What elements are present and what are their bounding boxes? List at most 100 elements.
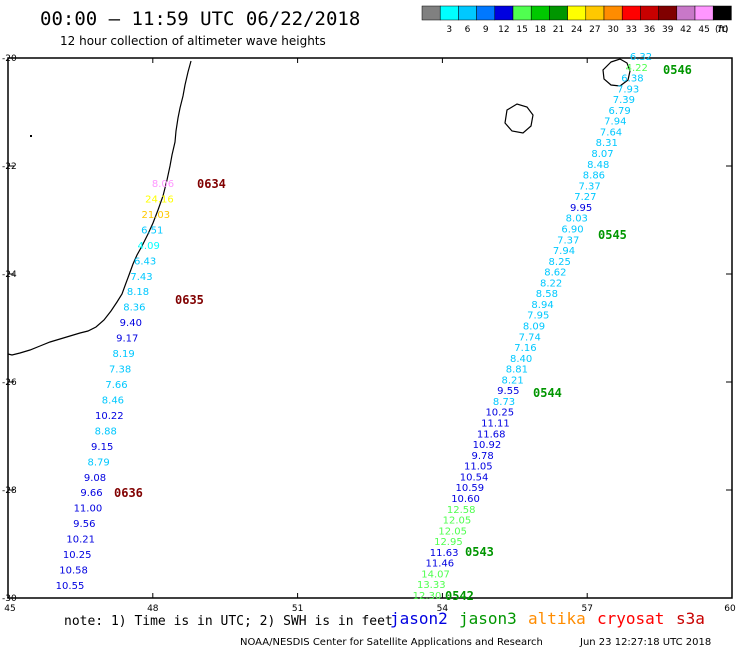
pass-time-label: 0635: [175, 293, 204, 307]
islet-dot: [30, 135, 32, 137]
wave-height-label: 7.95: [527, 311, 549, 322]
legend-bin-label: 18: [535, 25, 547, 35]
satellite-name: cryosat: [597, 609, 664, 628]
wave-height-label: 9.66: [80, 488, 102, 499]
wave-height-label: 8.86: [583, 171, 605, 182]
x-tick-label: 45: [4, 604, 15, 614]
coastline: [7, 58, 631, 356]
legend-swatch: [421, 5, 441, 21]
wave-height-label: 7.94: [553, 246, 575, 257]
latitude-ticks: -20 -22 -24 -26 -28 -30: [2, 54, 732, 604]
pass-time-label: 0634: [197, 177, 226, 191]
wave-height-label: 6.38: [621, 74, 643, 85]
wave-height-label: 7.37: [557, 235, 579, 246]
x-tick-label: 54: [437, 604, 449, 614]
y-tick-label: -24: [2, 270, 17, 280]
wave-height-label: 9.17: [116, 334, 138, 345]
y-tick-label: -22: [2, 162, 17, 172]
wave-height-label: 8.09: [523, 322, 545, 333]
wave-height-label: 6.43: [134, 256, 156, 267]
wave-height-label: 7.38: [109, 365, 131, 376]
wave-height-label: 8.31: [596, 138, 618, 149]
legend-bin-label: 70: [717, 25, 729, 35]
y-tick-label: -20: [2, 54, 17, 64]
wave-height-label: 10.60: [451, 494, 480, 505]
map-frame: [7, 57, 733, 599]
wave-height-label: 7.27: [574, 192, 596, 203]
wave-height-label: 12.58: [447, 505, 476, 516]
legend-bin-label: 27: [589, 25, 600, 35]
legend-bin-label: 33: [626, 25, 637, 35]
pass-time-labels: 0634 0635 0636 0546 0545 0544 0543 0542: [114, 63, 692, 603]
legend-swatch: [549, 5, 568, 21]
generated-timestamp: Jun 23 12:27:18 UTC 2018: [579, 637, 711, 648]
wave-height-label: 24.16: [145, 194, 174, 205]
wave-height-label: 8.62: [544, 268, 566, 279]
wave-height-label: 8.73: [493, 397, 515, 408]
wave-height-label: 9.08: [84, 473, 106, 484]
units-note: note: 1) Time is in UTC; 2) SWH is in fe…: [64, 614, 393, 629]
legend-bin-label: 24: [571, 25, 583, 35]
legend-swatch: [694, 5, 714, 21]
wave-height-label: 8.94: [531, 300, 553, 311]
legend-swatch: [476, 5, 496, 21]
wave-height-label: 7.37: [579, 181, 601, 192]
legend-swatch: [640, 5, 659, 21]
legend-swatch: [439, 5, 459, 21]
page-subtitle: 12 hour collection of altimeter wave hei…: [60, 34, 326, 48]
wave-height-label: 8.22: [540, 278, 562, 289]
wave-height-label: 13.33: [417, 580, 446, 591]
wave-height-label: 21.03: [142, 210, 171, 221]
x-tick-label: 51: [292, 604, 303, 614]
wave-height-label: 11.68: [477, 429, 506, 440]
credit-line: NOAA/NESDIS Center for Satellite Applica…: [240, 637, 543, 648]
y-tick-label: -30: [2, 594, 17, 604]
wave-height-label: 11.46: [426, 559, 455, 570]
wave-height-label: 10.21: [66, 535, 95, 546]
x-tick-label: 60: [724, 604, 736, 614]
legend-swatch: [585, 5, 605, 21]
wave-height-label: 9.55: [497, 386, 519, 397]
pass-time-label: 0546: [663, 63, 692, 77]
madagascar-coastline: [7, 60, 192, 356]
wave-height-label: 10.58: [59, 566, 88, 577]
pass-time-label: 0636: [114, 486, 143, 500]
satellite-name: jason2: [390, 609, 448, 628]
wave-height-label: 12.30: [413, 591, 442, 602]
satellite-name: s3a: [676, 609, 705, 628]
legend-swatch: [621, 5, 641, 21]
legend-swatch: [603, 5, 623, 21]
pass-time-label: 0545: [598, 228, 627, 242]
legend-swatch: [494, 5, 514, 21]
wave-height-legend: 3 6 9 12 15 18 21 24 27 30 33 36 39 42 45 70: [421, 5, 732, 35]
reunion-island: [504, 103, 534, 134]
wave-height-label: 7.74: [519, 332, 541, 343]
wave-height-label: 8.58: [536, 289, 558, 300]
wave-height-label: 10.55: [56, 581, 85, 592]
legend-swatch: [458, 5, 477, 21]
wave-height-label: 7.66: [105, 380, 127, 391]
wave-height-label: 11.00: [74, 504, 103, 515]
legend-bin-label: 15: [516, 25, 527, 35]
satellite-name: altika: [528, 609, 586, 628]
legend-bin-label: 6: [465, 25, 471, 35]
y-tick-label: -28: [2, 486, 17, 496]
wave-height-label: 8.18: [127, 287, 149, 298]
legend-bin-label: 39: [662, 25, 674, 35]
legend-bin-label: 42: [680, 25, 691, 35]
wave-height-label: 8.06: [152, 179, 174, 190]
legend-swatch: [512, 5, 532, 21]
east-track: 6.324.226.387.937.396.797.947.648.318.07…: [413, 52, 652, 602]
wave-height-label: 11.11: [481, 419, 510, 430]
satellite-name: jason3: [459, 609, 517, 628]
wave-height-label: 8.03: [566, 214, 588, 225]
wave-height-label: 6.32: [630, 52, 652, 63]
legend-bin-label: 12: [498, 25, 509, 35]
legend-bin-label: 9: [483, 25, 489, 35]
wave-height-label: 8.79: [87, 457, 109, 468]
wave-height-label: 12.95: [434, 537, 463, 548]
wave-height-label: 14.07: [421, 569, 450, 580]
wave-height-label: 12.05: [443, 516, 472, 527]
wave-height-label: 9.95: [570, 203, 592, 214]
